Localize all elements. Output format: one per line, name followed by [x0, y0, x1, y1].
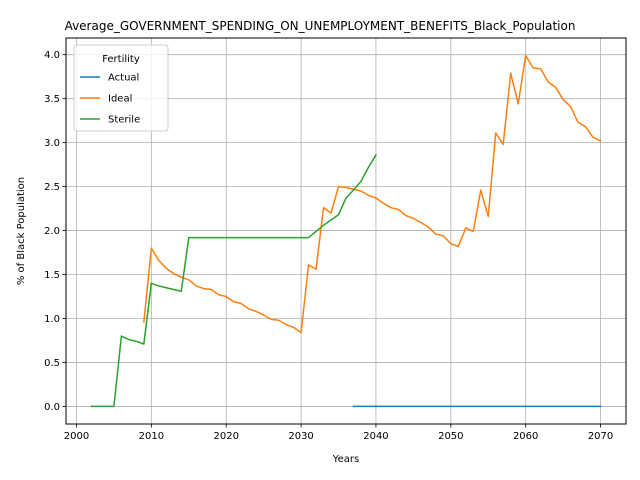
y-tick-label: 0.5 [44, 358, 60, 369]
grid [66, 38, 626, 424]
y-tick-label: 4.0 [44, 50, 60, 61]
y-tick-label: 3.0 [44, 138, 60, 149]
x-tick-label: 2060 [513, 431, 538, 442]
legend-box [73, 44, 169, 132]
legend-label-ideal: Ideal [108, 94, 132, 105]
y-tick-label: 3.5 [44, 94, 60, 105]
x-tick-label: 2050 [438, 431, 463, 442]
series-line-sterile [90, 153, 377, 408]
series-layer [90, 54, 602, 408]
y-tick-label: 0.0 [44, 402, 60, 413]
x-tick-label: 2010 [139, 431, 164, 442]
plot-frame [65, 37, 627, 425]
y-tick-label: 2.5 [44, 182, 60, 193]
y-axis-label: % of Black Population [16, 177, 27, 285]
legend: Fertility Actual Ideal Sterile [73, 44, 169, 132]
x-tick-label: 2030 [288, 431, 313, 442]
x-tick-label: 2000 [64, 431, 89, 442]
x-tick-label: 2040 [363, 431, 388, 442]
x-tick-label: 2020 [213, 431, 238, 442]
legend-label-sterile: Sterile [108, 115, 140, 126]
chart-title: Average_GOVERNMENT_SPENDING_ON_UNEMPLOYM… [65, 19, 576, 33]
legend-label-actual: Actual [108, 73, 139, 84]
legend-entries: Actual Ideal Sterile [80, 73, 140, 126]
legend-title: Fertility [102, 54, 140, 65]
series-line-ideal [143, 54, 602, 334]
x-axis-label: Years [332, 454, 359, 465]
x-tick-label: 2070 [588, 431, 613, 442]
ticks: 2000 2010 2020 2030 2040 2050 2060 2070 0.0 0.5 1.… [44, 50, 613, 442]
y-tick-label: 2.0 [44, 226, 60, 237]
y-tick-label: 1.0 [44, 314, 60, 325]
y-tick-label: 1.5 [44, 270, 60, 281]
